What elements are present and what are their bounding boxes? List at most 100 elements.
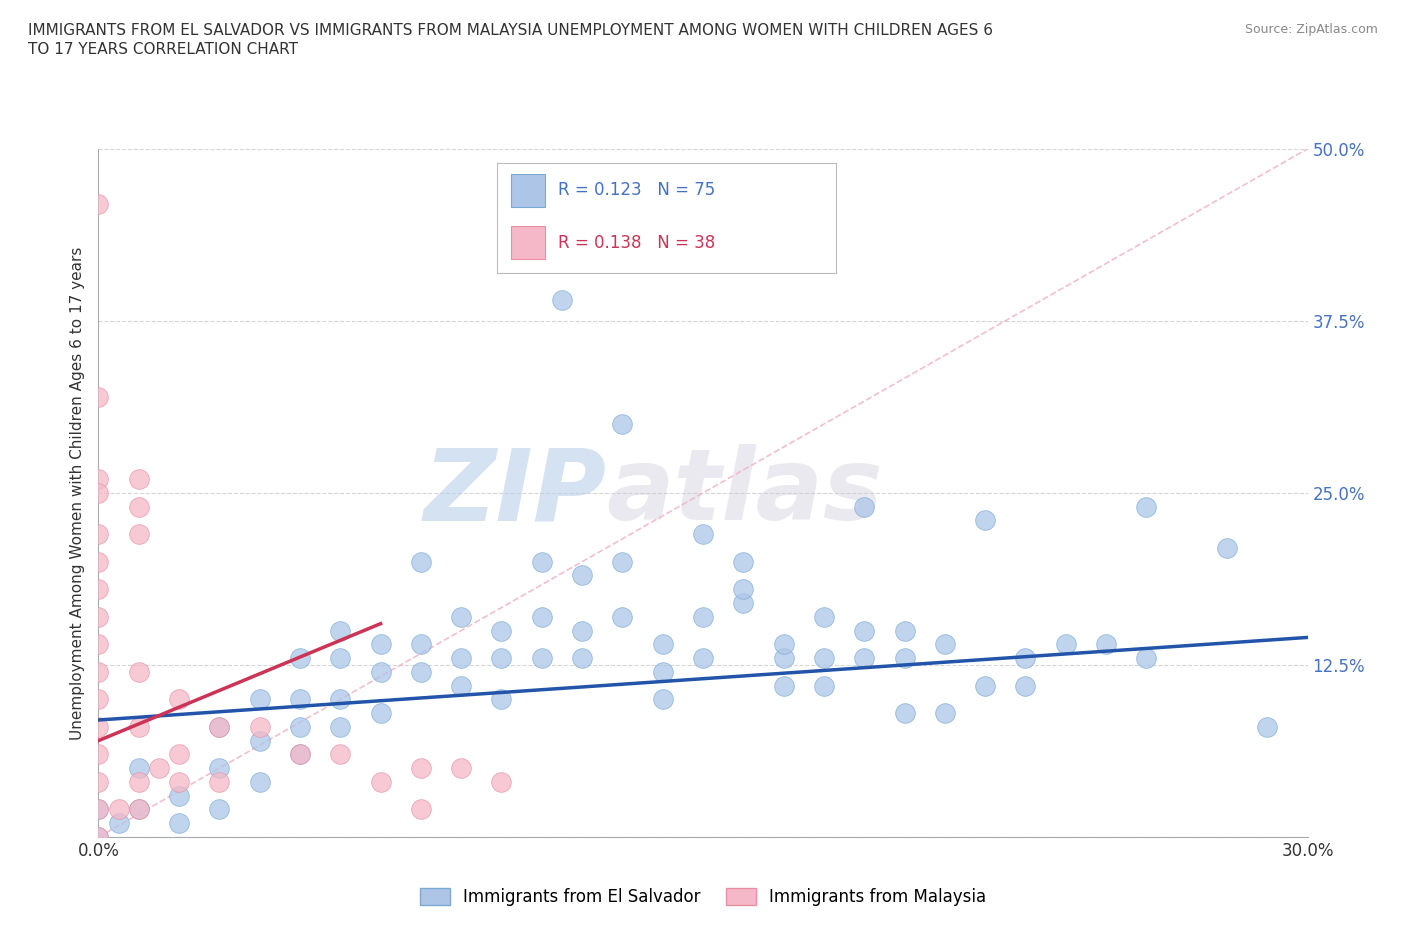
- Point: [813, 651, 835, 666]
- Point: [974, 513, 997, 528]
- Point: [1095, 637, 1118, 652]
- Point: [612, 417, 634, 432]
- Point: [733, 554, 755, 569]
- Y-axis label: Unemployment Among Women with Children Ages 6 to 17 years: Unemployment Among Women with Children A…: [70, 246, 86, 739]
- Point: [1216, 540, 1239, 555]
- Point: [409, 802, 432, 817]
- Point: [853, 623, 876, 638]
- Point: [87, 664, 110, 679]
- Point: [450, 678, 472, 693]
- Point: [249, 733, 271, 748]
- Point: [370, 637, 392, 652]
- Point: [733, 595, 755, 610]
- Point: [571, 651, 593, 666]
- Point: [772, 678, 794, 693]
- Point: [612, 554, 634, 569]
- Point: [148, 761, 170, 776]
- Point: [288, 692, 311, 707]
- Point: [853, 499, 876, 514]
- Point: [692, 609, 714, 624]
- Text: Source: ZipAtlas.com: Source: ZipAtlas.com: [1244, 23, 1378, 36]
- Point: [128, 802, 150, 817]
- Point: [893, 706, 915, 721]
- Point: [409, 554, 432, 569]
- Point: [370, 664, 392, 679]
- Text: ZIP: ZIP: [423, 445, 606, 541]
- Point: [208, 720, 231, 735]
- Point: [208, 775, 231, 790]
- Point: [128, 720, 150, 735]
- Point: [893, 651, 915, 666]
- Point: [87, 775, 110, 790]
- Point: [1014, 651, 1036, 666]
- Point: [530, 651, 553, 666]
- Point: [491, 651, 513, 666]
- Point: [813, 678, 835, 693]
- Point: [128, 775, 150, 790]
- Point: [87, 747, 110, 762]
- Point: [87, 389, 110, 404]
- Point: [409, 761, 432, 776]
- Point: [571, 568, 593, 583]
- Point: [692, 651, 714, 666]
- Point: [128, 802, 150, 817]
- Point: [530, 554, 553, 569]
- Point: [288, 651, 311, 666]
- Text: atlas: atlas: [606, 445, 883, 541]
- Point: [87, 830, 110, 844]
- Point: [167, 747, 190, 762]
- Point: [571, 623, 593, 638]
- Point: [128, 472, 150, 486]
- Point: [249, 775, 271, 790]
- Point: [934, 706, 956, 721]
- Point: [612, 609, 634, 624]
- Point: [249, 692, 271, 707]
- Point: [167, 692, 190, 707]
- Point: [409, 637, 432, 652]
- Point: [128, 526, 150, 541]
- Point: [329, 651, 352, 666]
- Point: [329, 720, 352, 735]
- Point: [329, 747, 352, 762]
- Point: [491, 775, 513, 790]
- Point: [128, 499, 150, 514]
- Point: [530, 609, 553, 624]
- Point: [87, 526, 110, 541]
- Point: [288, 720, 311, 735]
- Point: [974, 678, 997, 693]
- Point: [450, 609, 472, 624]
- Point: [87, 692, 110, 707]
- Point: [208, 802, 231, 817]
- Text: TO 17 YEARS CORRELATION CHART: TO 17 YEARS CORRELATION CHART: [28, 42, 298, 57]
- Point: [370, 706, 392, 721]
- Point: [450, 651, 472, 666]
- Point: [87, 830, 110, 844]
- Point: [491, 623, 513, 638]
- Point: [934, 637, 956, 652]
- Point: [288, 747, 311, 762]
- Point: [1054, 637, 1077, 652]
- Point: [813, 609, 835, 624]
- Point: [1135, 499, 1157, 514]
- Point: [733, 582, 755, 597]
- Point: [249, 720, 271, 735]
- Point: [87, 720, 110, 735]
- Point: [409, 664, 432, 679]
- Point: [87, 196, 110, 211]
- Point: [167, 789, 190, 804]
- Point: [651, 692, 673, 707]
- Point: [87, 802, 110, 817]
- Point: [128, 664, 150, 679]
- Point: [329, 692, 352, 707]
- Point: [329, 623, 352, 638]
- Point: [1014, 678, 1036, 693]
- Point: [87, 802, 110, 817]
- Point: [288, 747, 311, 762]
- Point: [107, 816, 129, 830]
- Point: [208, 720, 231, 735]
- Point: [692, 526, 714, 541]
- Point: [87, 472, 110, 486]
- Point: [167, 775, 190, 790]
- Point: [651, 637, 673, 652]
- Point: [87, 554, 110, 569]
